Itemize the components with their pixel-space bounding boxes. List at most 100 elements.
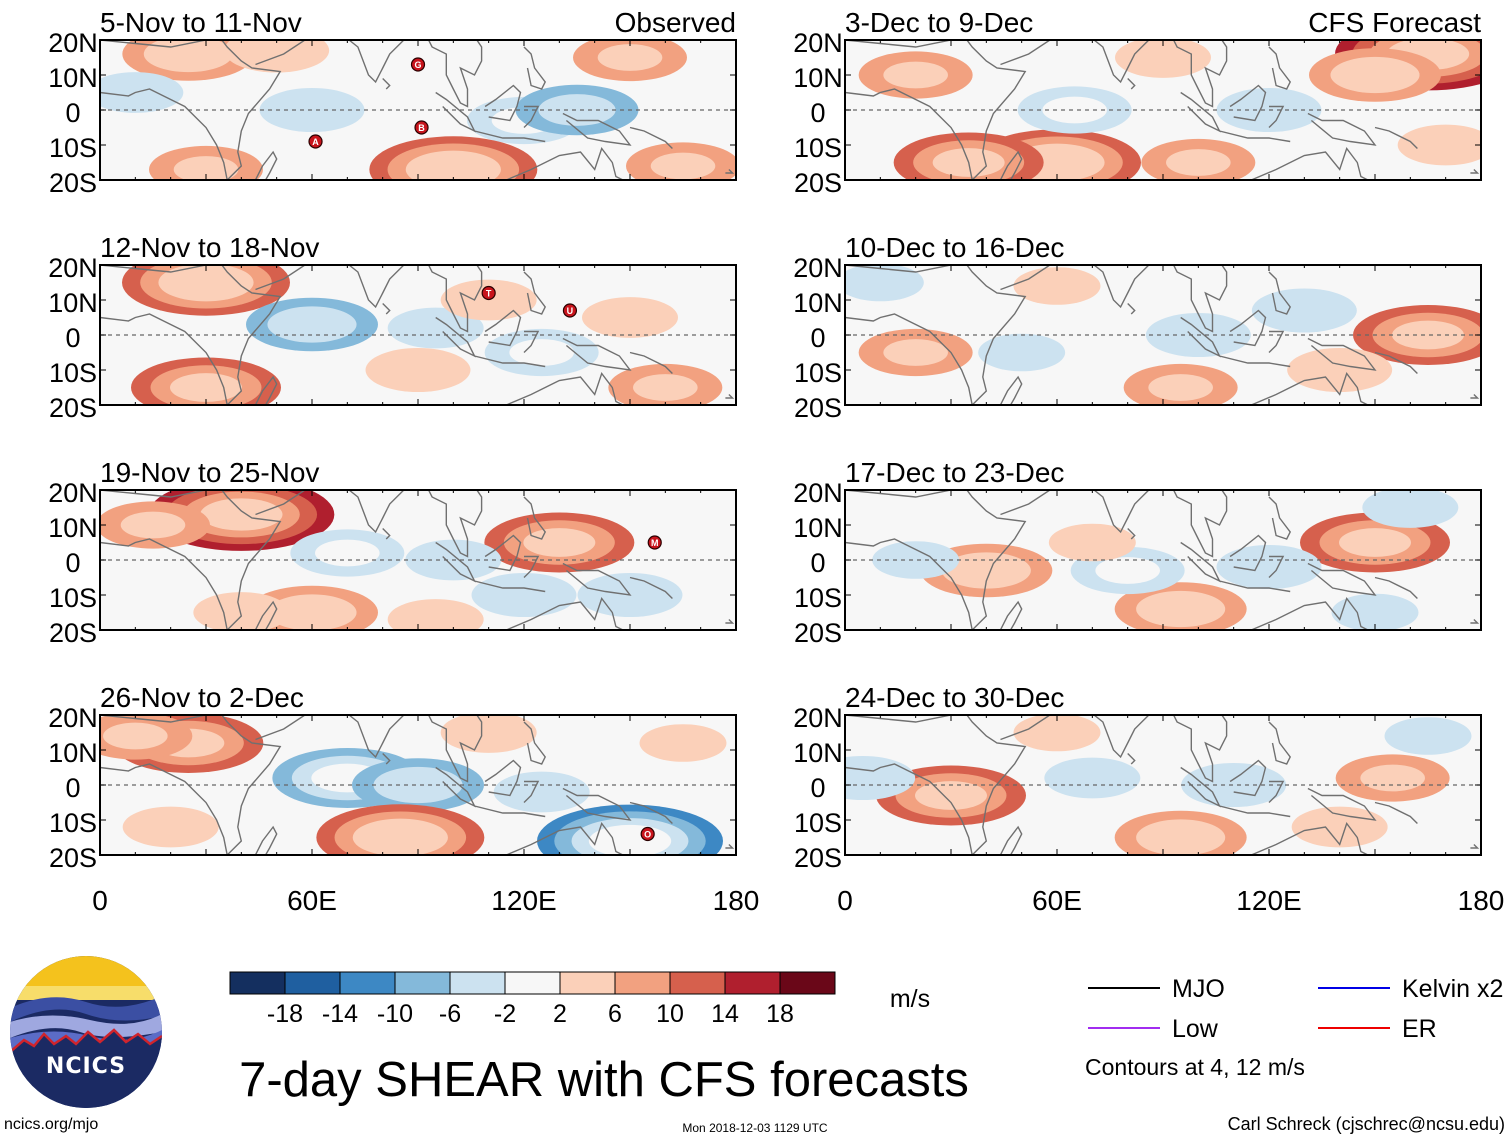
coastline xyxy=(506,822,624,855)
website-link[interactable]: ncics.org/mjo xyxy=(4,1116,99,1133)
shear-anomaly-patch xyxy=(170,373,242,402)
cyclone-label: T xyxy=(486,289,492,299)
coastline xyxy=(100,715,282,855)
coastline xyxy=(523,105,540,128)
coastline xyxy=(1229,759,1267,797)
y-tick-label: 10S xyxy=(49,133,97,163)
timestamp: Mon 2018-12-03 1129 UTC xyxy=(682,1121,828,1135)
shear-anomaly-patch xyxy=(1362,490,1459,528)
y-tick-label: 0 xyxy=(810,773,825,803)
coastline xyxy=(100,538,228,630)
shear-anomaly-patch xyxy=(1048,523,1136,562)
coastline xyxy=(1251,372,1369,405)
coastline xyxy=(1268,780,1285,803)
coastlines xyxy=(845,265,1480,405)
y-tick-label: 20S xyxy=(794,168,842,198)
y-tick-label: 20S xyxy=(49,393,97,423)
shear-anomaly-patch xyxy=(845,265,924,302)
y-tick-label: 0 xyxy=(65,98,80,128)
coastline xyxy=(1092,715,1228,783)
logo-text: NCICS xyxy=(45,1054,127,1079)
y-tick-label: 0 xyxy=(65,548,80,578)
shear-anomaly-patch xyxy=(387,599,484,630)
y-tick-label: 0 xyxy=(810,548,825,578)
coastline xyxy=(347,490,483,558)
legend-label: ER xyxy=(1402,1015,1437,1043)
panel-period: 12-Nov to 18-Nov xyxy=(100,232,319,263)
y-tick-label: 0 xyxy=(810,323,825,353)
cyclone-icon xyxy=(640,826,655,842)
coastline xyxy=(347,715,483,783)
shear-field xyxy=(100,715,727,855)
panel-period: 17-Dec to 23-Dec xyxy=(845,457,1064,488)
shear-anomaly-patch xyxy=(1042,96,1107,124)
tropical-cyclone-marker-B: B xyxy=(414,120,429,135)
coastline xyxy=(523,780,540,803)
shear-anomaly-patch xyxy=(193,592,290,630)
coastlines xyxy=(845,40,1480,180)
panel-period: 19-Nov to 25-Nov xyxy=(100,457,319,488)
y-tick-label: 10N xyxy=(48,63,98,93)
coastline xyxy=(1229,534,1267,572)
coastline xyxy=(474,355,546,368)
coastline xyxy=(254,375,278,405)
coastline xyxy=(999,150,1023,180)
y-tick-label: 20N xyxy=(793,253,843,283)
coastline xyxy=(845,265,1027,405)
coastline xyxy=(523,721,547,765)
coastline xyxy=(1268,330,1285,353)
coastline xyxy=(255,715,306,741)
coastline xyxy=(999,600,1023,630)
tropical-cyclone-marker-T: T xyxy=(481,285,496,301)
panel-period: 26-Nov to 2-Dec xyxy=(100,682,304,713)
coastline xyxy=(100,88,228,180)
coastline xyxy=(100,265,282,405)
y-tick-label: 10S xyxy=(794,808,842,838)
colorbar-label: 2 xyxy=(553,1000,567,1028)
shear-anomaly-patch xyxy=(365,348,471,392)
panel-observed-3: M 20N 10N 0 10S 20S 19-Nov to 25-Nov xyxy=(48,457,737,648)
y-tick-label: 0 xyxy=(65,773,80,803)
colorbar: -18 -14 -10 -6 -2 2 6 10 14 18 m/s xyxy=(229,971,930,1028)
shear-anomaly-patch xyxy=(1330,56,1420,94)
shear-anomaly-patch xyxy=(315,539,380,567)
cyclone-icon xyxy=(410,57,426,72)
coastline xyxy=(435,541,477,583)
shear-anomaly-patch xyxy=(639,724,727,762)
y-tick-label: 10N xyxy=(48,288,98,318)
cyclone-label: B xyxy=(418,123,425,133)
shear-anomaly-patch xyxy=(1044,757,1141,799)
coastline xyxy=(254,825,278,855)
colorbar-label: 18 xyxy=(766,1000,794,1028)
y-tick-label: 20N xyxy=(793,28,843,58)
shear-anomaly-patch xyxy=(509,339,574,366)
cyclone-icon xyxy=(481,285,496,301)
coastline xyxy=(255,40,306,66)
coastline xyxy=(1374,576,1418,599)
coastline xyxy=(523,330,540,353)
shear-anomaly-patch xyxy=(440,715,537,753)
x-tick-label: 180 xyxy=(713,885,760,916)
panel-period: 5-Nov to 11-Nov xyxy=(100,7,302,38)
shear-anomaly-patch xyxy=(1339,528,1411,557)
shear-anomaly-patch xyxy=(845,756,916,800)
colorbar-swatch xyxy=(669,971,726,995)
shear-anomaly-patch xyxy=(1181,763,1287,807)
y-tick-label: 10N xyxy=(793,513,843,543)
coastline xyxy=(629,801,673,824)
tropical-cyclone-marker-U: U xyxy=(562,303,578,318)
shear-anomaly-patch xyxy=(883,61,948,89)
y-tick-label: 20S xyxy=(794,618,842,648)
coastline xyxy=(999,825,1023,855)
x-tick-label: 180 xyxy=(1458,885,1505,916)
panel-observed-2: T U 20N 10N 0 10S 20S 12-Nov to 18-Nov xyxy=(48,232,737,423)
coastline xyxy=(347,40,483,108)
shear-anomaly-patch xyxy=(1331,593,1419,630)
coastline xyxy=(629,576,673,599)
shear-anomaly-patch xyxy=(352,818,448,855)
coastline xyxy=(725,618,735,624)
colorbar-label: -18 xyxy=(267,1000,303,1028)
shear-field xyxy=(100,490,683,630)
coastline xyxy=(845,538,973,630)
x-tick-label: 60E xyxy=(287,885,337,916)
